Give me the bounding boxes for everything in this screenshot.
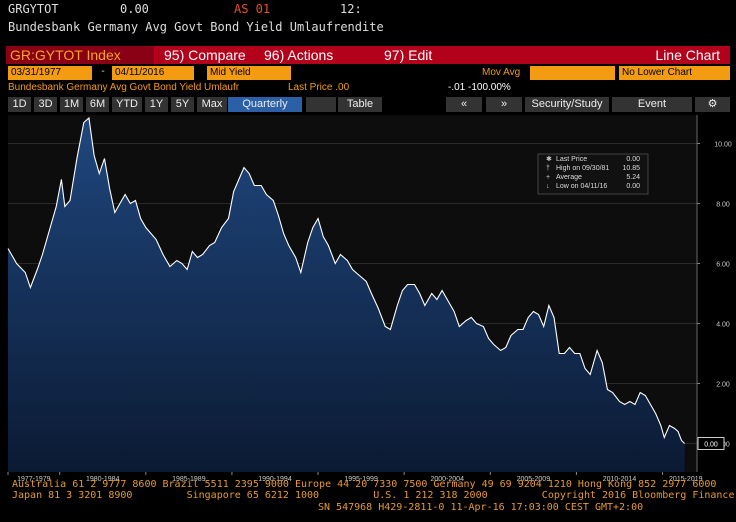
end-date[interactable]: 04/11/2016 <box>112 66 194 80</box>
dash: - <box>100 66 107 77</box>
x-tick-label: 1980-1984 <box>86 476 120 482</box>
chart: 0.00 2.00 4.00 6.00 8.00 10.00 1977-1979 1980-1… <box>7 115 732 482</box>
mov-avg[interactable]: Mov Avg <box>482 67 521 78</box>
y-tick-label: 2.00 <box>716 382 730 389</box>
y-tick-label: 10.00 <box>714 142 732 149</box>
x-tick-label: 2010-2014 <box>603 476 637 482</box>
legend-label: Low on 04/11/16 <box>556 183 607 190</box>
security[interactable]: GR:GYTOT Index <box>6 46 155 64</box>
legend-value: 0.00 <box>626 156 640 163</box>
footer-line: Australia 61 2 9777 8600 Brazil 5511 239… <box>12 479 717 490</box>
x-tick-label: 1977-1979 <box>17 476 51 482</box>
time: 12: <box>340 2 362 16</box>
frequency[interactable]: Quarterly <box>228 97 302 112</box>
footer-line: Japan 81 3 3201 8900 Singapore 65 6212 1… <box>12 490 736 501</box>
legend-icon: † <box>546 165 550 172</box>
legend-label: Average <box>556 174 582 181</box>
legend-icon: ✱ <box>546 155 552 163</box>
x-tick-label: 2005-2009 <box>517 476 551 482</box>
range-button[interactable]: 1M <box>60 97 83 112</box>
chart-icon[interactable] <box>306 97 336 112</box>
event-button[interactable]: Event <box>612 97 692 112</box>
chart-type[interactable]: Line Chart <box>464 46 730 64</box>
legend-label: High on 09/30/81 <box>556 165 609 172</box>
x-tick-label: 1990-1994 <box>258 476 292 482</box>
legend-label: Last Price <box>556 156 587 163</box>
field[interactable]: Mid Yield <box>207 66 291 80</box>
range-button[interactable]: 5Y <box>171 97 194 112</box>
range-button[interactable]: 1Y <box>145 97 168 112</box>
table-button[interactable]: Table <box>338 97 382 112</box>
y-tick-label: 8.00 <box>716 202 730 209</box>
legend-box <box>537 153 649 195</box>
y-tick-label: 4.00 <box>716 322 730 329</box>
menu-compare[interactable]: 95) Compare <box>154 46 256 64</box>
last-price-label: 0.00 <box>704 442 718 449</box>
range-button[interactable]: YTD <box>112 97 142 112</box>
mov-avg-field[interactable] <box>530 66 615 80</box>
range-button[interactable]: 6M <box>86 97 109 112</box>
scroll-left[interactable]: « <box>446 97 482 112</box>
menu-actions[interactable]: 96) Actions <box>250 46 374 64</box>
footer-line: SN 547968 H429-2811-0 11-Apr-16 17:03:00… <box>318 502 644 513</box>
last-price-marker <box>697 437 725 450</box>
as-of: AS 01 <box>234 2 271 16</box>
legend-value: 10.85 <box>622 165 640 172</box>
legend-icon: + <box>546 174 550 181</box>
legend-value: 5.24 <box>626 174 640 181</box>
x-tick-label: 2015-2019 <box>669 476 703 482</box>
legend-value: 0.00 <box>626 183 640 190</box>
menu-edit[interactable]: 97) Edit <box>364 46 479 64</box>
legend: ✱ Last Price 0.00 † High on 09/30/81 10.85 + Av… <box>537 153 649 195</box>
status-last: Last Price .00 <box>288 82 350 93</box>
area <box>8 118 685 472</box>
status-name: Bundesbank Germany Avg Govt Bond Yield U… <box>8 82 240 93</box>
description: Bundesbank Germany Avg Govt Bond Yield U… <box>8 20 384 34</box>
y-tick-label: 6.00 <box>716 262 730 269</box>
x-tick-label: 2000-2004 <box>430 476 464 482</box>
price: 0.00 <box>120 2 149 16</box>
range-button[interactable]: 1D <box>8 97 31 112</box>
start-date[interactable]: 03/31/1977 <box>8 66 92 80</box>
range-button[interactable]: Max <box>197 97 227 112</box>
status-change: -.01 -100.00% <box>448 82 511 93</box>
study-button[interactable]: Security/Study <box>525 97 609 112</box>
lower-chart[interactable]: No Lower Chart <box>619 66 730 80</box>
x-tick-label: 1985-1989 <box>172 476 206 482</box>
legend-icon: ↓ <box>546 183 550 190</box>
scroll-right[interactable]: » <box>486 97 522 112</box>
settings-button[interactable]: ⚙ <box>695 97 730 112</box>
ticker: GRGYTOT <box>8 2 59 16</box>
range-button[interactable]: 3D <box>34 97 57 112</box>
x-tick-label: 1995-1999 <box>344 476 378 482</box>
line <box>7 116 685 444</box>
